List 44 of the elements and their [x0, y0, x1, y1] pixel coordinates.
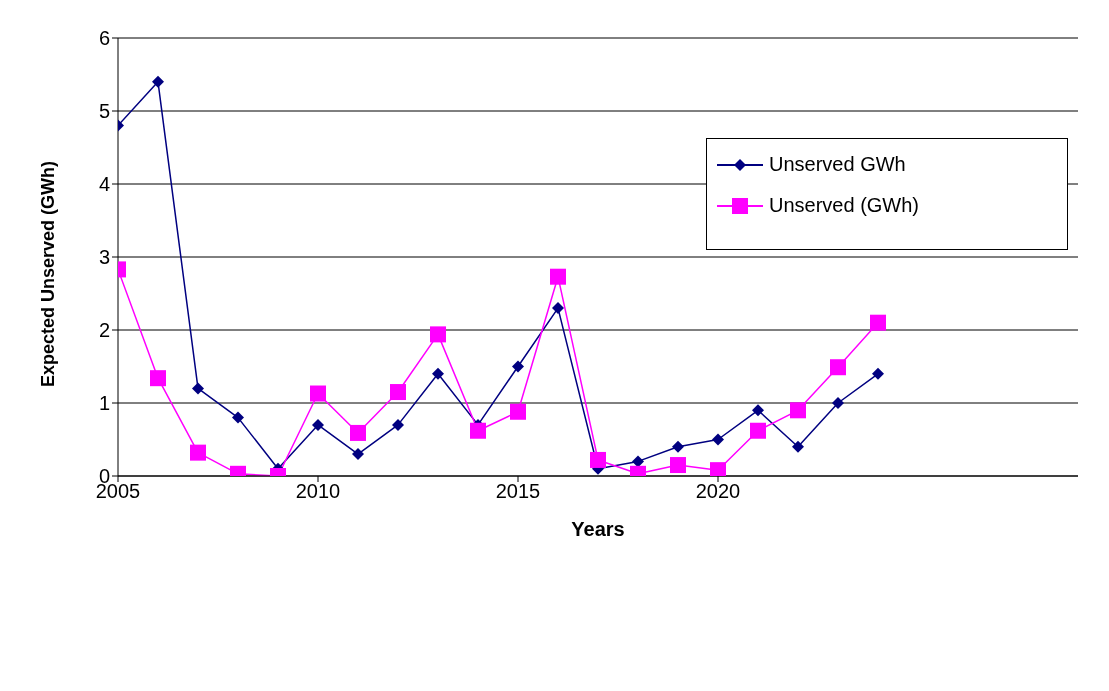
point — [672, 440, 684, 453]
point — [870, 314, 886, 331]
x-tick-label: 2020 — [695, 480, 741, 503]
point — [350, 424, 366, 441]
point — [552, 302, 564, 315]
point — [192, 382, 204, 395]
point — [190, 444, 206, 461]
point — [790, 402, 806, 419]
y-tick-label: 4 — [98, 173, 110, 196]
point — [550, 268, 566, 285]
y-tick-label: 6 — [98, 27, 110, 50]
point — [152, 75, 164, 88]
y-tick-label: 2 — [98, 319, 110, 342]
point — [432, 367, 444, 380]
y-tick-label: 1 — [98, 392, 110, 415]
point — [670, 457, 686, 474]
point — [512, 360, 524, 373]
point — [352, 448, 364, 461]
point — [750, 422, 766, 439]
point — [392, 418, 404, 431]
point — [470, 422, 486, 439]
point — [312, 418, 324, 431]
point — [150, 370, 166, 387]
point — [310, 385, 326, 402]
point — [872, 367, 884, 380]
point — [752, 404, 764, 417]
point — [510, 403, 526, 420]
point — [712, 433, 724, 446]
y-axis-title: Expected Unserved (GWh) — [38, 160, 59, 387]
x-tick-label: 2010 — [295, 480, 341, 503]
legend-label: Unserved GWh — [769, 153, 906, 176]
point — [590, 451, 606, 468]
y-tick-label: 5 — [98, 100, 110, 123]
legend-label: Unserved (GWh) — [769, 194, 920, 217]
point — [792, 440, 804, 453]
x-tick-label: 2015 — [495, 480, 541, 503]
point — [710, 462, 726, 476]
point — [430, 326, 446, 343]
point — [830, 359, 846, 376]
point — [390, 384, 406, 401]
point — [832, 397, 844, 409]
y-tick-label: 3 — [98, 246, 110, 269]
point — [232, 411, 244, 424]
x-axis-title: Years — [571, 518, 625, 540]
